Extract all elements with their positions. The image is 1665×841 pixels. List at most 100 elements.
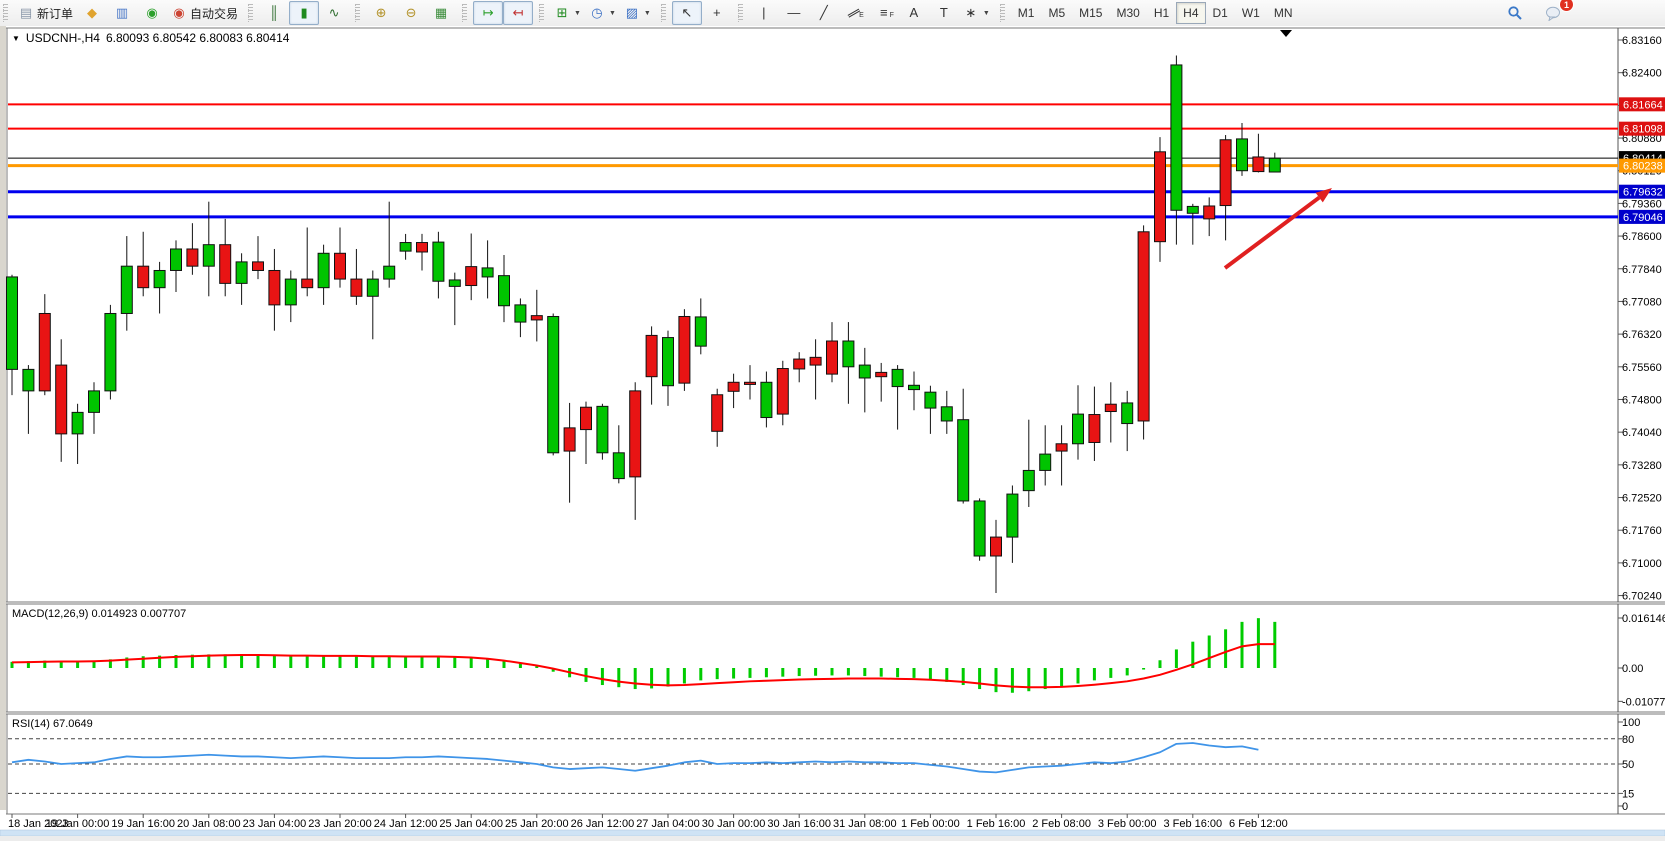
candle xyxy=(1236,122,1248,176)
svg-text:6.81098: 6.81098 xyxy=(1623,124,1663,136)
channel-button[interactable]: ∥ E xyxy=(839,1,869,25)
timeframe-d1-label: D1 xyxy=(1212,6,1228,20)
tile-windows-button[interactable]: ▦ xyxy=(426,1,456,25)
svg-text:23 Jan 04:00: 23 Jan 04:00 xyxy=(243,818,307,830)
dropdown-caret-icon[interactable]: ▼ xyxy=(982,9,990,17)
arrow-object[interactable] xyxy=(1223,188,1332,270)
signals-button[interactable]: ◉ xyxy=(137,1,167,25)
symbol-collapse-icon[interactable]: ▼ xyxy=(12,33,20,43)
chart-shift-marker[interactable] xyxy=(1280,30,1292,37)
candle xyxy=(1006,485,1019,563)
candle xyxy=(580,401,592,464)
candle xyxy=(22,365,35,434)
macd-label: MACD(12,26,9) 0.014923 0.007707 xyxy=(12,608,187,620)
vertical-line-button[interactable]: | xyxy=(749,1,779,25)
toolbar-group: M1 M5 M15 M30 H1 H4 D1 W1 MN xyxy=(1008,0,1303,26)
crosshair-icon: + xyxy=(713,5,721,20)
candle xyxy=(120,236,133,331)
timeframe-m30[interactable]: M30 xyxy=(1109,2,1146,24)
candlestick-chart-button[interactable]: ▮ xyxy=(289,1,320,25)
svg-text:6.72520: 6.72520 xyxy=(1622,493,1662,505)
signal-icon: ◉ xyxy=(146,5,158,20)
line-chart-button[interactable]: ∿ xyxy=(319,1,349,25)
candle xyxy=(350,248,363,305)
zoom-in-button[interactable]: ⊕ xyxy=(366,1,396,25)
candle xyxy=(760,371,773,428)
new-order-button[interactable]: ▤ 新订单 xyxy=(14,1,77,25)
timeframe-h1[interactable]: H1 xyxy=(1147,2,1176,24)
cursor-icon: ↖ xyxy=(681,5,693,20)
market-depth-button[interactable]: ◆ xyxy=(77,1,107,25)
candle xyxy=(612,425,625,484)
svg-text:26 Jan 12:00: 26 Jan 12:00 xyxy=(571,818,635,830)
svg-text:80: 80 xyxy=(1622,734,1634,746)
zoom-out-button[interactable]: ⊖ xyxy=(396,1,426,25)
candle xyxy=(678,309,691,391)
textbox-icon: T xyxy=(939,5,948,20)
new-order-icon: ▤ xyxy=(19,5,33,20)
bar-chart-button[interactable]: ║ xyxy=(259,1,289,25)
chart-canvas[interactable]: 6.831606.824006.816406.808806.801206.793… xyxy=(0,26,1665,837)
timeframe-m15[interactable]: M15 xyxy=(1072,2,1109,24)
timeframe-w1[interactable]: W1 xyxy=(1235,2,1267,24)
chart-title: ▼ USDCNH-,H4 6.80093 6.80542 6.80083 6.8… xyxy=(12,31,289,45)
candle xyxy=(629,382,642,520)
crosshair-button[interactable]: + xyxy=(702,1,732,25)
toolbar-grip xyxy=(660,4,666,22)
candle xyxy=(1137,225,1150,440)
add-indicator-button[interactable]: ⊞ ▼ xyxy=(550,1,585,25)
period-clock-icon: ◷ xyxy=(591,5,603,20)
candle xyxy=(875,362,888,402)
candle xyxy=(973,498,986,561)
candle xyxy=(186,223,199,275)
svg-text:50: 50 xyxy=(1622,759,1634,771)
toolbar-grip xyxy=(539,4,545,22)
timeframe-m5[interactable]: M5 xyxy=(1041,2,1072,24)
chart-ohlc-values: 6.80093 6.80542 6.80083 6.80414 xyxy=(105,31,290,45)
svg-text:23 Jan 20:00: 23 Jan 20:00 xyxy=(308,818,372,830)
templates-button[interactable]: ▨ ▼ xyxy=(620,1,655,25)
timeframe-h4[interactable]: H4 xyxy=(1176,2,1206,24)
rsi-pane xyxy=(6,713,1665,815)
timeframe-d1[interactable]: D1 xyxy=(1206,2,1235,24)
rsi-line xyxy=(11,742,1259,774)
svg-text:6.73280: 6.73280 xyxy=(1622,460,1662,472)
timeframe-m1[interactable]: M1 xyxy=(1011,2,1042,24)
dropdown-caret-icon[interactable]: ▼ xyxy=(608,9,616,17)
market-watch-button[interactable]: ▥ xyxy=(107,1,137,25)
dropdown-caret-icon[interactable]: ▼ xyxy=(643,9,651,17)
svg-text:6.79360: 6.79360 xyxy=(1622,198,1662,210)
text-button[interactable]: A xyxy=(899,1,929,25)
template-icon: ▨ xyxy=(625,5,639,20)
candle xyxy=(1186,203,1199,245)
hline-objects[interactable] xyxy=(8,103,1618,219)
auto-scroll-button[interactable]: ↦ xyxy=(473,1,504,25)
svg-text:2 Feb 08:00: 2 Feb 08:00 xyxy=(1032,818,1091,830)
autotrading-button[interactable]: ◉ 自动交易 xyxy=(167,1,242,25)
horizontal-line-button[interactable]: — xyxy=(779,1,809,25)
text-icon: A xyxy=(909,5,919,20)
chart-shift-button[interactable]: ↤ xyxy=(503,1,534,25)
textbox-button[interactable]: T xyxy=(929,1,959,25)
candle xyxy=(1203,197,1216,237)
candle xyxy=(842,322,855,404)
svg-text:19 Jan 16:00: 19 Jan 16:00 xyxy=(111,818,175,830)
candle xyxy=(809,339,822,400)
arrows-icon: ∗ xyxy=(965,5,977,20)
trendline-button[interactable]: ╱ xyxy=(809,1,839,25)
periods-button[interactable]: ◷ ▼ xyxy=(585,1,620,25)
timeframe-mn[interactable]: MN xyxy=(1267,2,1300,24)
candle xyxy=(1154,137,1166,262)
cursor-button[interactable]: ↖ xyxy=(671,1,702,25)
dropdown-caret-icon[interactable]: ▼ xyxy=(574,9,581,17)
arrows-button[interactable]: ∗ ▼ xyxy=(959,1,994,25)
svg-text:6.79632: 6.79632 xyxy=(1623,187,1663,199)
search-button[interactable] xyxy=(1500,1,1530,25)
svg-text:31 Jan 08:00: 31 Jan 08:00 xyxy=(833,818,897,830)
svg-text:6.77840: 6.77840 xyxy=(1622,264,1662,276)
fibonacci-button[interactable]: ≡ F xyxy=(869,1,899,25)
notifications-button[interactable]: 1 xyxy=(1538,0,1574,25)
candle xyxy=(465,233,478,301)
main-pane xyxy=(6,27,1665,603)
svg-text:1 Feb 00:00: 1 Feb 00:00 xyxy=(901,818,960,830)
